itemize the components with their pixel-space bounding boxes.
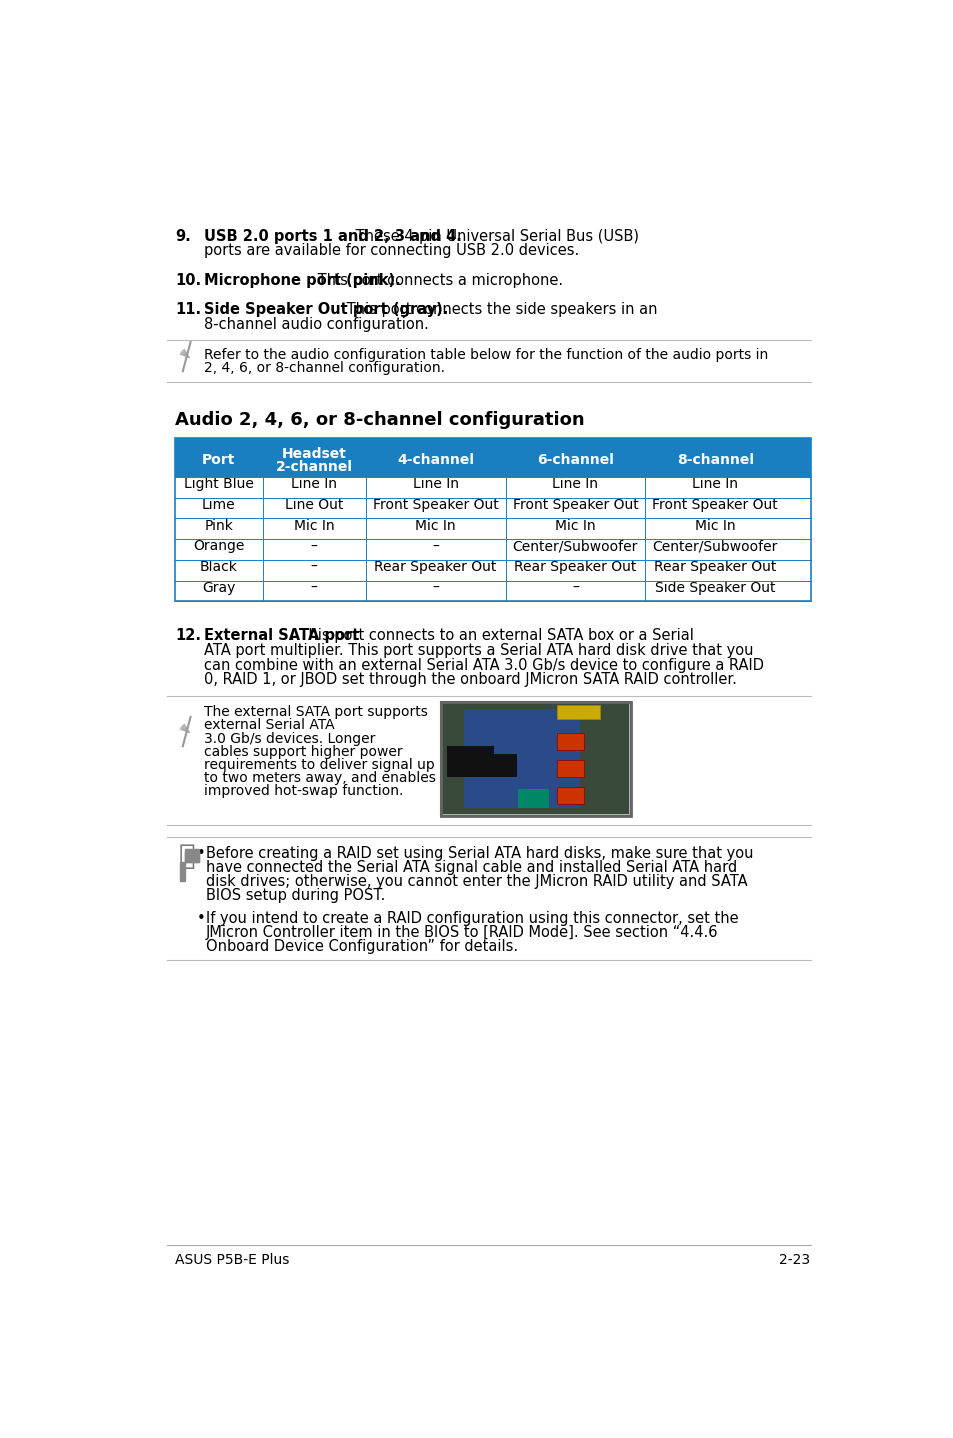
Text: USB 2.0 ports 1 and 2, 3 and 4.: USB 2.0 ports 1 and 2, 3 and 4.: [204, 229, 462, 244]
Text: –: –: [432, 581, 438, 595]
Bar: [440, 702, 630, 815]
Text: 9.: 9.: [174, 229, 191, 244]
Text: disk drives; otherwise, you cannot enter the JMicron RAID utility and SATA: disk drives; otherwise, you cannot enter…: [206, 874, 747, 889]
Text: This port connects a microphone.: This port connects a microphone.: [313, 273, 563, 289]
Bar: [447, 746, 493, 762]
Text: to two meters away, and enables: to two meters away, and enables: [204, 771, 436, 785]
Text: 0, RAID 1, or JBOD set through the onboard JMicron SATA RAID controller.: 0, RAID 1, or JBOD set through the onboa…: [204, 673, 737, 687]
Text: These 4-pin Universal Serial Bus (USB): These 4-pin Universal Serial Bus (USB): [351, 229, 639, 244]
Text: 11.: 11.: [174, 302, 201, 316]
Text: cables support higher power: cables support higher power: [204, 745, 403, 759]
Bar: [557, 733, 583, 751]
Text: Headset: Headset: [281, 447, 346, 462]
Text: JMicron Controller item in the BIOS to [RAID Mode]. See section “4.4.6: JMicron Controller item in the BIOS to […: [206, 925, 718, 940]
Text: Rear Speaker Out: Rear Speaker Out: [654, 561, 776, 574]
Text: Port: Port: [202, 453, 235, 467]
Text: have connected the Serial ATA signal cable and installed Serial ATA hard: have connected the Serial ATA signal cab…: [206, 860, 737, 876]
Text: Lime: Lime: [202, 498, 235, 512]
Bar: [517, 788, 549, 808]
Text: –: –: [572, 581, 578, 595]
Text: can combine with an external Serial ATA 3.0 Gb/s device to configure a RAID: can combine with an external Serial ATA …: [204, 657, 763, 673]
Bar: [174, 439, 810, 477]
Text: Front Speaker Out: Front Speaker Out: [652, 498, 778, 512]
Text: 4-channel: 4-channel: [396, 453, 474, 467]
Text: 2-channel: 2-channel: [275, 460, 353, 473]
Bar: [174, 439, 810, 601]
Bar: [557, 706, 599, 719]
Text: external Serial ATA: external Serial ATA: [204, 719, 335, 732]
Text: •: •: [196, 912, 205, 926]
Text: The external SATA port supports: The external SATA port supports: [204, 706, 428, 719]
Text: 2, 4, 6, or 8-channel configuration.: 2, 4, 6, or 8-channel configuration.: [204, 361, 445, 375]
Text: Line In: Line In: [291, 477, 336, 490]
Text: Microphone port (pink).: Microphone port (pink).: [204, 273, 401, 289]
Text: 10.: 10.: [174, 273, 201, 289]
Text: –: –: [311, 581, 317, 595]
Text: Black: Black: [200, 561, 237, 574]
Text: Gray: Gray: [202, 581, 235, 595]
Polygon shape: [179, 851, 199, 881]
Text: BIOS setup during POST.: BIOS setup during POST.: [206, 887, 385, 903]
Text: Line Out: Line Out: [285, 498, 343, 512]
Text: Before creating a RAID set using Serial ATA hard disks, make sure that you: Before creating a RAID set using Serial …: [206, 847, 753, 861]
Text: Refer to the audio configuration table below for the function of the audio ports: Refer to the audio configuration table b…: [204, 348, 768, 362]
Text: –: –: [432, 539, 438, 554]
Bar: [557, 787, 583, 804]
Bar: [464, 709, 579, 808]
Bar: [440, 702, 630, 815]
Text: Orange: Orange: [193, 539, 244, 554]
Polygon shape: [185, 848, 199, 861]
Text: 12.: 12.: [174, 628, 201, 643]
Text: 8-channel audio configuration.: 8-channel audio configuration.: [204, 316, 429, 332]
Text: 6-channel: 6-channel: [537, 453, 613, 467]
Text: ATA port multiplier. This port supports a Serial ATA hard disk drive that you: ATA port multiplier. This port supports …: [204, 643, 753, 659]
Text: Line In: Line In: [552, 477, 598, 490]
Text: 3.0 Gb/s devices. Longer: 3.0 Gb/s devices. Longer: [204, 732, 375, 745]
Text: Front Speaker Out: Front Speaker Out: [373, 498, 498, 512]
Text: Front Speaker Out: Front Speaker Out: [512, 498, 638, 512]
Text: If you intend to create a RAID configuration using this connector, set the: If you intend to create a RAID configura…: [206, 912, 738, 926]
Text: 8-channel: 8-channel: [676, 453, 753, 467]
Text: •: •: [196, 847, 205, 861]
Text: Side Speaker Out: Side Speaker Out: [655, 581, 775, 595]
Bar: [557, 761, 583, 777]
Text: requirements to deliver signal up: requirements to deliver signal up: [204, 758, 435, 772]
Text: Center/Subwoofer: Center/Subwoofer: [512, 539, 638, 554]
Text: External SATA port: External SATA port: [204, 628, 359, 643]
Text: Rear Speaker Out: Rear Speaker Out: [514, 561, 636, 574]
Text: Mic In: Mic In: [694, 519, 735, 532]
Text: Pink: Pink: [204, 519, 233, 532]
Text: 2-23: 2-23: [779, 1252, 810, 1267]
Text: Line In: Line In: [412, 477, 458, 490]
Text: Center/Subwoofer: Center/Subwoofer: [652, 539, 777, 554]
Text: improved hot-swap function.: improved hot-swap function.: [204, 784, 403, 798]
Text: –: –: [311, 561, 317, 574]
Text: ✋: ✋: [178, 843, 194, 870]
Bar: [442, 703, 629, 814]
Text: Onboard Device Configuration” for details.: Onboard Device Configuration” for detail…: [206, 939, 517, 953]
Text: ASUS P5B-E Plus: ASUS P5B-E Plus: [174, 1252, 289, 1267]
Text: This port connects the side speakers in an: This port connects the side speakers in …: [341, 302, 657, 316]
Text: Rear Speaker Out: Rear Speaker Out: [374, 561, 497, 574]
Text: Line In: Line In: [692, 477, 738, 490]
Text: Audio 2, 4, 6, or 8-channel configuration: Audio 2, 4, 6, or 8-channel configuratio…: [174, 411, 584, 430]
Bar: [447, 754, 517, 777]
Text: –: –: [311, 539, 317, 554]
Text: Mic In: Mic In: [294, 519, 335, 532]
Text: Mic In: Mic In: [555, 519, 595, 532]
Text: Mic In: Mic In: [415, 519, 456, 532]
Text: ports are available for connecting USB 2.0 devices.: ports are available for connecting USB 2…: [204, 243, 579, 259]
Text: Side Speaker Out port (gray).: Side Speaker Out port (gray).: [204, 302, 449, 316]
Text: Light Blue: Light Blue: [184, 477, 253, 490]
Text: . This port connects to an external SATA box or a Serial: . This port connects to an external SATA…: [290, 628, 693, 643]
